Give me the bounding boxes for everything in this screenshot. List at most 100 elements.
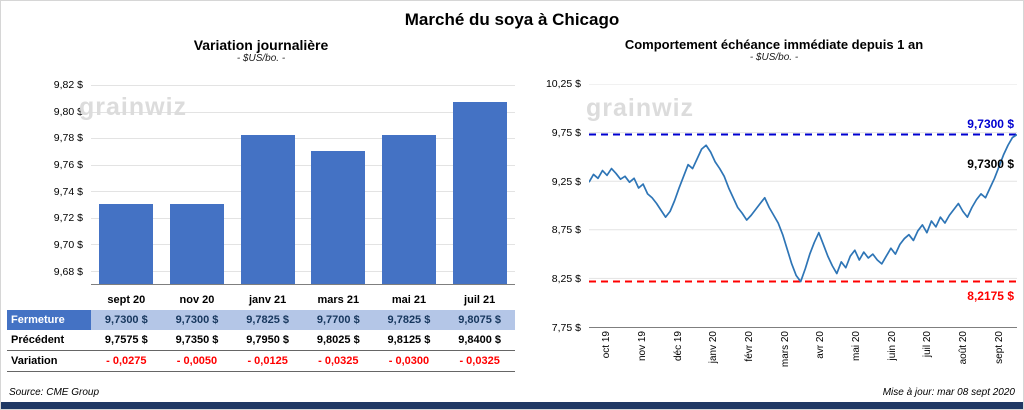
source-note: Source: CME Group [9, 387, 100, 398]
high-value-label: 9,7300 $ [967, 116, 1014, 131]
line-xtick: mars 20 [767, 331, 803, 383]
line-ytick-label: 8,25 $ [551, 273, 581, 286]
row-label: Fermeture [7, 310, 91, 330]
table-cell: 9,7950 $ [232, 330, 303, 351]
line-xtick: avr 20 [803, 331, 839, 383]
table-cell: - 0,0275 [91, 350, 162, 372]
line-xtick: janv 20 [696, 331, 732, 383]
low-value-label: 8,2175 $ [967, 288, 1014, 303]
daily-variation-panel: Variation journalière - $US/bo. - grainw… [7, 37, 515, 372]
line-xtick-label: nov 19 [637, 331, 648, 362]
line-xtick-label: févr 20 [744, 331, 756, 362]
line-xtick-label: août 20 [958, 331, 970, 365]
last-price-label: 9,7300 $ [967, 156, 1014, 171]
table-row-variation: Variation - 0,0275- 0,0050- 0,0125- 0,032… [7, 350, 515, 372]
gridline [91, 85, 515, 86]
bar-chart-title: Variation journalière [193, 37, 329, 53]
table-cell: 9,7825 $ [232, 310, 303, 330]
line-xtick: nov 19 [625, 331, 661, 383]
line-x-axis-labels: oct 19 nov 19 déc 19 janv 20 févr 20 mars 20 a… [531, 331, 1017, 383]
table-column-header: mai 21 [391, 294, 427, 306]
bar-ytick-label: 9,76 $ [53, 159, 83, 171]
gridline [91, 191, 515, 193]
line-ytick-label: 9,25 $ [551, 175, 581, 188]
line-chart-subtitle: - $US/bo. - [749, 52, 799, 63]
line-xtick-label: janv 20 [708, 331, 720, 364]
accent-bar [1, 402, 1023, 409]
table-row-previous: Précédent 9,7575 $9,7350 $9,7950 $9,8025 … [7, 330, 515, 351]
grainwiz-watermark: grainwiz [586, 94, 695, 122]
line-xtick: août 20 [946, 331, 982, 383]
bar-ytick-label: 9,82 $ [53, 79, 83, 91]
bar-column [374, 85, 445, 284]
table-cell: 9,8125 $ [373, 330, 445, 351]
line-ytick-label: 10,25 $ [545, 78, 581, 90]
price-line [589, 135, 1017, 282]
bar-column [232, 85, 303, 284]
row-label: Précédent [7, 330, 91, 351]
table-row-close: Fermeture 9,7300 $9,7300 $9,7825 $9,7700 … [7, 310, 515, 330]
page-title: Marché du soya à Chicago [404, 10, 620, 29]
bar [99, 204, 154, 284]
line-xtick-label: oct 19 [601, 331, 613, 359]
line-xtick-label: mars 20 [779, 331, 791, 368]
update-note: Mise à jour: mar 08 sept 2020 [882, 387, 1015, 398]
line-xtick: sept 20 [981, 331, 1017, 383]
bar-chart-area: grainwiz 9,82 $ 9,80 $ 9,78 $ 9,76 $ 9,74 $ 9… [7, 79, 515, 285]
line-xtick: juil 20 [910, 331, 946, 383]
table-column-header: mars 21 [317, 294, 360, 306]
bar [240, 134, 295, 284]
line-xtick: oct 19 [589, 331, 625, 383]
line-chart-svg [589, 84, 1017, 327]
table-column-header: sept 20 [107, 294, 146, 306]
table-cell: 9,8025 $ [302, 330, 374, 351]
table-header-row: sept 20 nov 20 janv 21 mars 21 mai 21 juil 21 [7, 290, 515, 310]
bar-ytick-label: 9,72 $ [53, 212, 83, 225]
bar [311, 151, 366, 284]
line-ytick-label: 7,75 $ [551, 322, 581, 334]
line-ytick-label: 8,75 $ [551, 224, 581, 237]
line-xtick: mai 20 [839, 331, 875, 383]
line-xtick-label: déc 19 [672, 331, 684, 362]
line-xtick-label: juin 20 [886, 331, 898, 361]
line-xtick: déc 19 [660, 331, 696, 383]
bar-column [91, 85, 162, 284]
bar-chart-subtitle: - $US/bo. - [236, 53, 286, 64]
table-cell: 9,8400 $ [444, 330, 515, 351]
table-cell: - 0,0125 [232, 350, 303, 372]
gridline [91, 270, 515, 272]
table-cell: 9,7825 $ [373, 310, 445, 330]
bar-ytick-label: 9,74 $ [53, 185, 83, 198]
price-table: sept 20 nov 20 janv 21 mars 21 mai 21 juil 21… [7, 290, 515, 372]
line-xtick: juin 20 [874, 331, 910, 383]
table-cell: 9,7700 $ [302, 310, 374, 330]
bar [452, 101, 507, 284]
bar-column [303, 85, 374, 284]
line-xtick: févr 20 [732, 331, 768, 383]
bar-ytick-label: 9,78 $ [53, 132, 83, 145]
table-cell: 9,8075 $ [444, 310, 515, 330]
gridline [91, 138, 515, 140]
table-cell: 9,7350 $ [161, 330, 233, 351]
table-cell: - 0,0325 [302, 350, 374, 372]
bars-container [91, 85, 515, 284]
table-cell: 9,7300 $ [161, 310, 233, 330]
line-chart-title: Comportement échéance immédiate depuis 1… [624, 37, 924, 52]
table-cell: - 0,0050 [161, 350, 233, 372]
line-xtick-label: sept 20 [993, 331, 1005, 364]
bar-column [444, 85, 515, 284]
table-cell: 9,7300 $ [91, 310, 162, 330]
bar-ytick-label: 9,68 $ [53, 265, 83, 278]
table-column-header: juil 21 [464, 294, 496, 306]
table-column-header: nov 20 [179, 294, 215, 306]
gridline [91, 111, 515, 113]
bar-plot [91, 85, 515, 285]
bar [382, 134, 437, 284]
table-cell: 9,7575 $ [91, 330, 162, 351]
one-year-panel: Comportement échéance immédiate depuis 1… [531, 37, 1017, 383]
bar-ytick-label: 9,80 $ [53, 105, 83, 118]
gridline [91, 217, 515, 219]
table-column-header: janv 21 [248, 294, 287, 306]
gridline [91, 164, 515, 166]
